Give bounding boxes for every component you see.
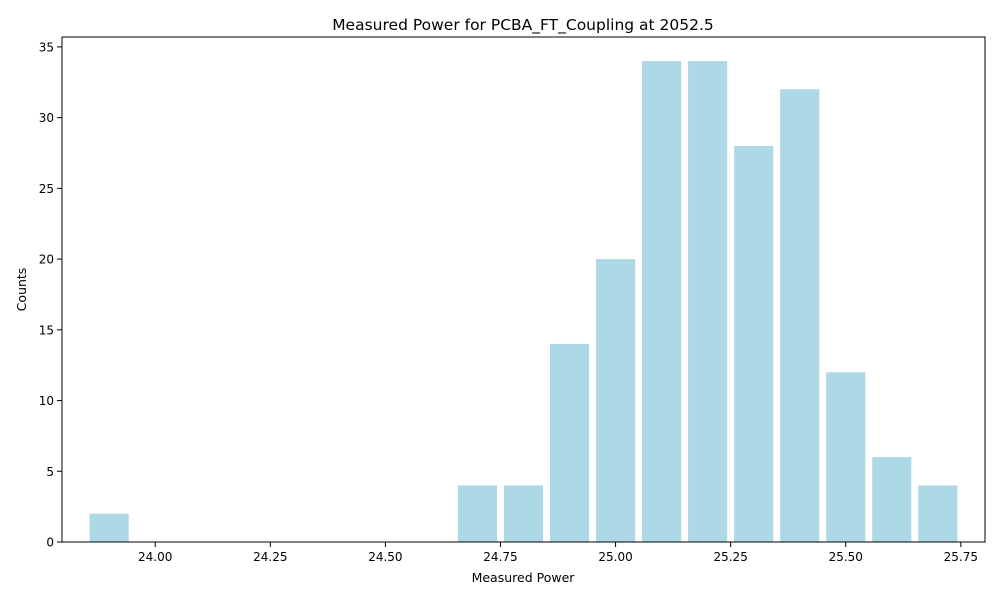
bar [734,145,774,543]
plot-frame [61,36,986,543]
bar [918,485,958,542]
bar [503,485,544,542]
y-tick-label: 35 [39,40,54,54]
x-tick-label: 25.75 [944,550,978,564]
bar [457,485,498,542]
y-tick-label: 15 [39,323,54,337]
bar [872,457,912,542]
x-axis-label: Measured Power [472,570,576,585]
x-tick-label: 24.00 [138,550,172,564]
x-tick-label: 25.00 [598,550,632,564]
x-tick-label: 24.50 [368,550,402,564]
bar [596,259,636,542]
bar [780,89,820,542]
y-tick-label: 0 [46,536,54,550]
chart-title: Measured Power for PCBA_FT_Coupling at 2… [332,16,714,35]
x-axis-ticks: 24.00 24.25 24.50 24.75 25.00 25.25 25.50 25.75 [138,542,978,564]
y-tick-label: 25 [39,182,54,196]
bar [89,513,129,542]
y-tick-label: 10 [39,394,54,408]
bar [826,372,866,542]
y-axis-label: Counts [14,268,29,312]
x-tick-label: 24.25 [253,550,287,564]
y-tick-label: 5 [46,465,54,479]
bar [549,343,590,542]
bars [89,61,958,543]
x-tick-label: 25.25 [713,550,747,564]
y-axis-ticks: 0 5 10 15 20 25 30 35 [39,40,62,550]
bar [688,61,728,543]
bar [642,61,682,543]
x-tick-label: 25.50 [829,550,863,564]
x-tick-label: 24.75 [483,550,517,564]
y-tick-label: 30 [39,111,54,125]
y-tick-label: 20 [39,253,54,267]
